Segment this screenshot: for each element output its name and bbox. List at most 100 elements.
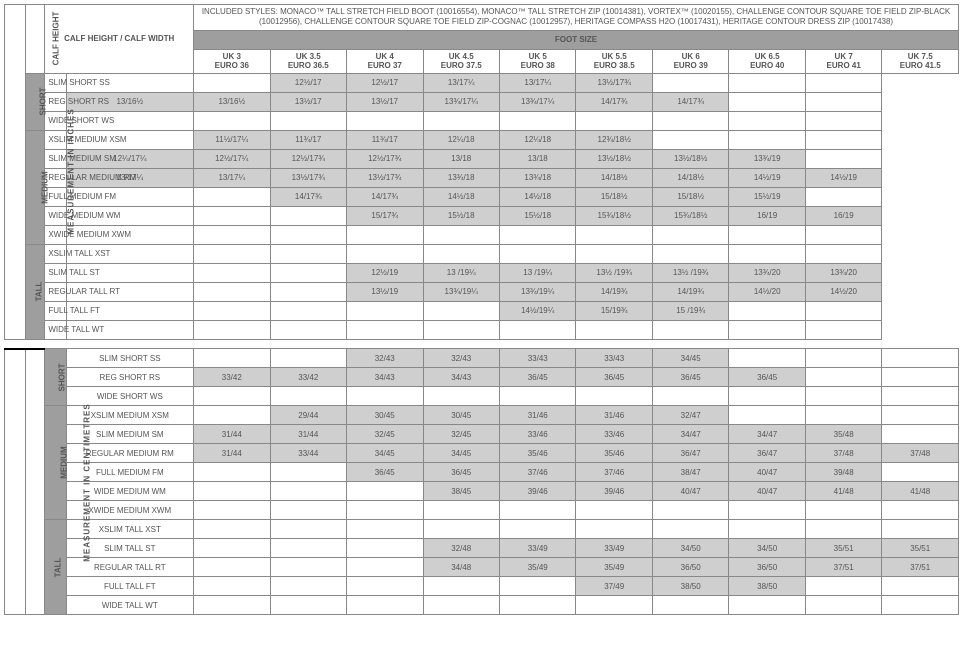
size-cell: 31/44 [194, 425, 270, 444]
size-cell [729, 92, 805, 111]
size-cell [882, 368, 959, 387]
size-cell [882, 406, 959, 425]
size-cell: 37/49 [576, 577, 652, 596]
size-cell [194, 577, 270, 596]
size-cell [347, 558, 423, 577]
size-cell: 15½/18 [423, 206, 499, 225]
size-cell [805, 149, 881, 168]
size-cell: 34/50 [652, 539, 728, 558]
size-cell: 32/43 [423, 349, 499, 368]
size-cell: 38/45 [423, 482, 499, 501]
size-cell [576, 225, 652, 244]
size-cell [423, 387, 499, 406]
size-cell: 14/17¾ [652, 92, 728, 111]
size-cell [423, 225, 499, 244]
size-cell [805, 244, 881, 263]
size-cell [194, 520, 270, 539]
size-cell [729, 406, 805, 425]
row-name: WIDE SHORT WS [45, 111, 66, 130]
size-cell [194, 187, 270, 206]
size-cell: 13¾/19 [729, 149, 805, 168]
size-cell: 11¾/17 [347, 130, 423, 149]
size-column-header: UK 5EURO 38 [499, 49, 575, 73]
size-cell [347, 482, 423, 501]
size-cell: 16/19 [805, 206, 881, 225]
size-cell: 41/48 [805, 482, 881, 501]
size-cell [194, 244, 270, 263]
size-cell [423, 244, 499, 263]
size-cell [499, 520, 575, 539]
size-cell [270, 577, 346, 596]
size-cell: 14/18½ [652, 168, 728, 187]
size-cell [652, 320, 728, 339]
size-cell: 31/46 [576, 406, 652, 425]
calf-height-header: CALF HEIGHT [26, 5, 45, 74]
size-cell [499, 596, 575, 615]
size-cell: 34/45 [652, 349, 728, 368]
size-cell: 13 /19¼ [423, 263, 499, 282]
size-cell: 33/46 [499, 425, 575, 444]
size-cell [805, 187, 881, 206]
size-cell: 13¾/20 [805, 263, 881, 282]
size-cell: 14½/18 [423, 187, 499, 206]
size-cell: 35/46 [499, 444, 575, 463]
size-cell [882, 596, 959, 615]
size-cell [652, 596, 728, 615]
size-cell [729, 596, 805, 615]
size-cell: 38/50 [652, 577, 728, 596]
size-cell [729, 301, 805, 320]
size-cell [270, 111, 346, 130]
size-cell [270, 301, 346, 320]
size-cell: 31/44 [270, 425, 346, 444]
row-name: SLIM SHORT SS [66, 349, 193, 368]
size-cell: 12½/17¼ [194, 149, 270, 168]
row-name: WIDE TALL WT [45, 320, 66, 339]
size-cell [805, 111, 881, 130]
size-cell: 14/17¾ [576, 92, 652, 111]
size-cell: 30/45 [347, 406, 423, 425]
size-cell: 14/17¾ [347, 187, 423, 206]
size-cell [194, 406, 270, 425]
size-cell [576, 501, 652, 520]
size-cell [652, 501, 728, 520]
size-cell: 13½/17¾ [347, 168, 423, 187]
size-cell [194, 320, 270, 339]
size-cell: 13¾/17¼ [423, 92, 499, 111]
size-cell: 39/48 [805, 463, 881, 482]
size-cell [652, 387, 728, 406]
size-cell [729, 111, 805, 130]
size-cell: 32/47 [652, 406, 728, 425]
size-cell: 14½/19¼ [499, 301, 575, 320]
size-cell [347, 577, 423, 596]
size-cell [805, 387, 881, 406]
size-cell [576, 111, 652, 130]
size-cell [423, 596, 499, 615]
row-name: SLIM MEDIUM SM [45, 149, 66, 168]
size-cell: 34/43 [347, 368, 423, 387]
size-cell [423, 301, 499, 320]
size-cell [805, 520, 881, 539]
size-chart-table: MEASUREMENT IN CENTIMETRESSHORTSLIM SHOR… [4, 348, 959, 616]
size-cell [423, 577, 499, 596]
size-cell: 13¾/19¼ [423, 282, 499, 301]
size-cell: 13½/17¾ [576, 73, 652, 92]
size-cell: 36/50 [652, 558, 728, 577]
size-cell [805, 406, 881, 425]
size-cell: 36/47 [729, 444, 805, 463]
size-cell [805, 92, 881, 111]
size-cell [729, 73, 805, 92]
size-cell: 39/46 [499, 482, 575, 501]
row-name: REG SHORT RS [66, 368, 193, 387]
size-cell: 13/16½ [194, 92, 270, 111]
size-cell [194, 73, 270, 92]
size-cell: 13½/18½ [652, 149, 728, 168]
size-cell: 13¾/18 [423, 168, 499, 187]
size-cell: 34/47 [652, 425, 728, 444]
size-cell [805, 596, 881, 615]
size-cell: 13½/18½ [576, 149, 652, 168]
size-cell: 37/46 [576, 463, 652, 482]
size-cell: 13¾/18 [499, 168, 575, 187]
size-column-header: UK 7.5EURO 41.5 [882, 49, 959, 73]
size-cell [499, 387, 575, 406]
size-cell [270, 539, 346, 558]
